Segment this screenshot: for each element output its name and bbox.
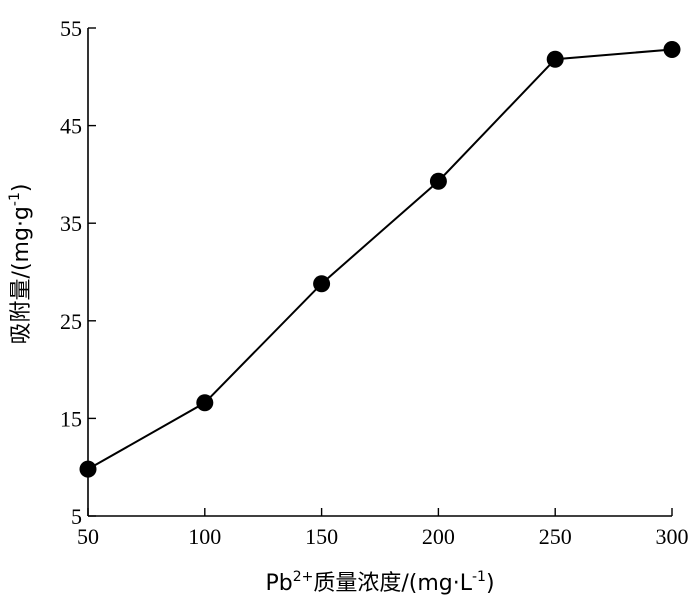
x-tick-label: 200 <box>422 524 455 549</box>
axes <box>87 28 672 517</box>
x-title-part-1: Pb <box>265 571 292 596</box>
x-tick-label: 150 <box>305 524 338 549</box>
y-tick-label: 25 <box>60 309 82 334</box>
x-title-superscript-2: -1 <box>472 569 486 585</box>
series-group <box>79 40 681 478</box>
y-axis-title: 吸附量/(mg·g-1) <box>7 184 34 345</box>
x-axis-title: Pb2+质量浓度/(mg·L-1) <box>265 569 494 596</box>
x-title-part-3: ) <box>486 571 495 596</box>
series-line <box>87 48 673 471</box>
y-tick-label: 5 <box>71 504 82 529</box>
y-title-part-2: ) <box>9 184 34 193</box>
x-tick-label: 250 <box>539 524 572 549</box>
y-tick-label: 35 <box>60 211 82 236</box>
x-title-part-2: 质量浓度/(mg·L <box>313 571 472 596</box>
data-point <box>79 460 97 478</box>
x-tick-label: 100 <box>188 524 221 549</box>
y-title-superscript: -1 <box>7 192 23 206</box>
data-point <box>313 275 331 293</box>
x-tick-label: 300 <box>656 524 689 549</box>
x-ticks: 50 100 150 200 250 300 <box>77 508 689 549</box>
data-point <box>196 394 214 412</box>
x-tick-label: 50 <box>77 524 99 549</box>
y-title-part-1: 吸附量/(mg·g <box>9 206 34 344</box>
data-point <box>546 50 564 68</box>
x-title-superscript-1: 2+ <box>293 569 314 585</box>
data-point <box>663 40 681 58</box>
y-tick-label: 55 <box>60 16 82 41</box>
y-tick-label: 15 <box>60 406 82 431</box>
data-point <box>429 172 447 190</box>
y-ticks: 5 15 25 35 45 55 <box>60 16 96 529</box>
y-tick-label: 45 <box>60 114 82 139</box>
